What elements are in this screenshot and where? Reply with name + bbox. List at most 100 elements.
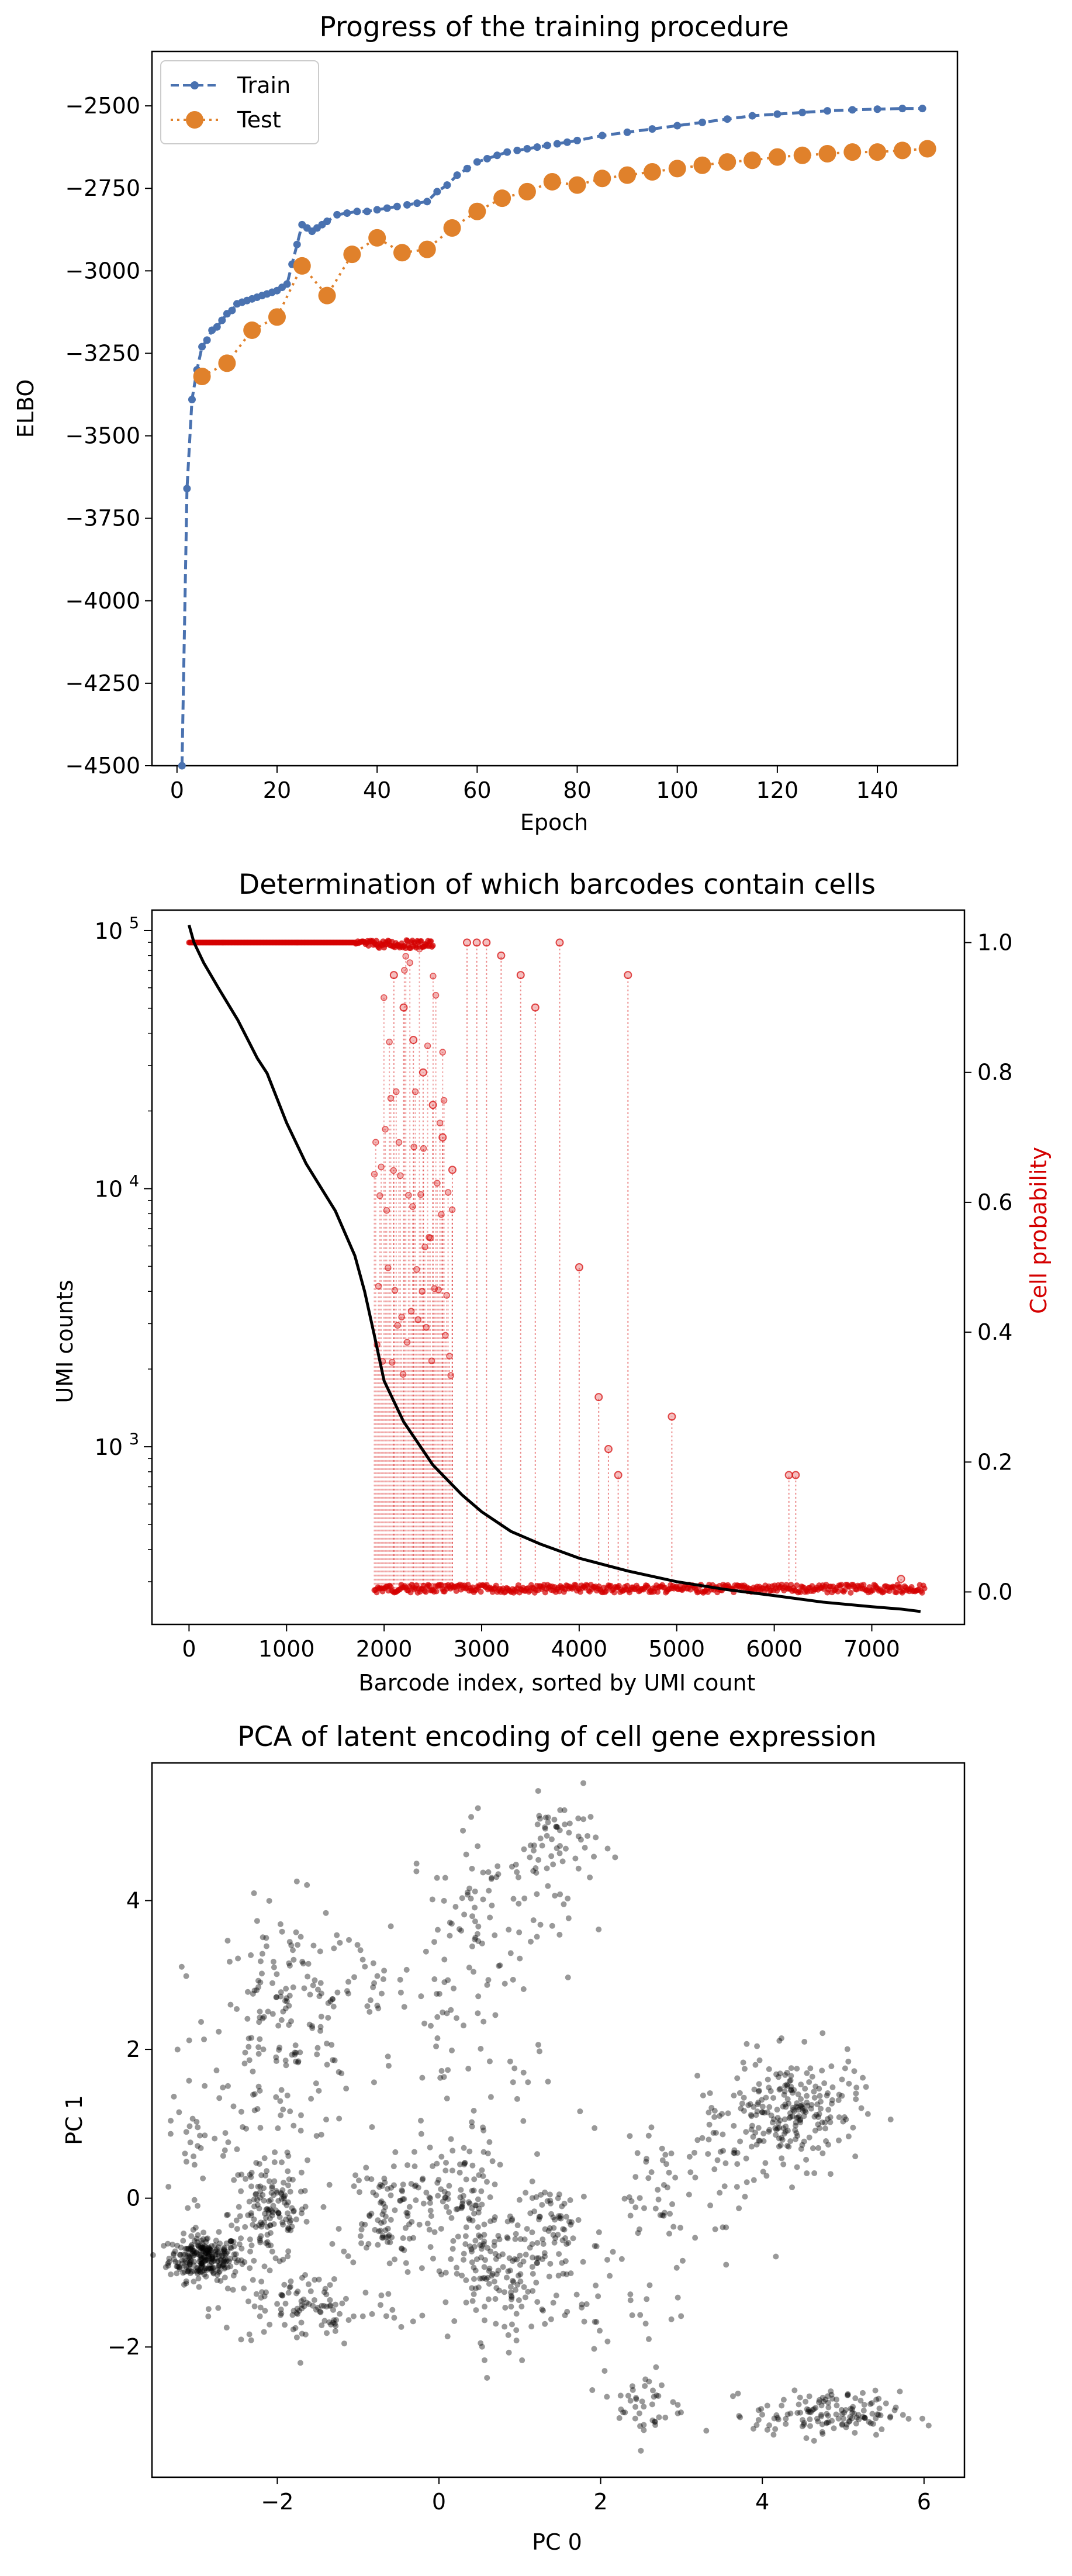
scatter-point bbox=[731, 2093, 737, 2099]
scatter-point bbox=[209, 2254, 216, 2260]
scatter-point bbox=[381, 1968, 388, 1974]
scatter-point bbox=[527, 1842, 534, 1849]
scatter-point bbox=[678, 2313, 684, 2319]
scatter-point bbox=[253, 2191, 260, 2197]
train-point bbox=[453, 171, 461, 179]
scatter-point bbox=[244, 1989, 251, 1995]
scatter-point bbox=[257, 2237, 263, 2243]
scatter-point bbox=[285, 2290, 292, 2296]
scatter-point bbox=[400, 2235, 406, 2241]
scatter-point bbox=[507, 2058, 513, 2065]
train-line bbox=[180, 107, 923, 766]
probability-low-point bbox=[797, 1589, 804, 1595]
scatter-point bbox=[493, 2256, 499, 2262]
test-point bbox=[368, 229, 386, 247]
test-point bbox=[618, 166, 637, 184]
scatter-point bbox=[205, 2265, 212, 2271]
scatter-point bbox=[460, 2257, 466, 2263]
scatter-point bbox=[852, 2395, 859, 2401]
scatter-point bbox=[562, 2312, 568, 2319]
scatter-point bbox=[411, 2183, 418, 2190]
scatter-point bbox=[578, 1837, 584, 1843]
scatter-point bbox=[544, 1865, 550, 1872]
scatter-point bbox=[627, 2398, 634, 2404]
scatter-point bbox=[776, 2143, 782, 2150]
scatter-point bbox=[268, 2242, 274, 2249]
scatter-point bbox=[475, 2210, 482, 2216]
scatter-point bbox=[198, 2260, 205, 2267]
x-tick-label: 20 bbox=[263, 777, 291, 803]
scatter-point bbox=[178, 2244, 184, 2250]
scatter-point bbox=[492, 1932, 498, 1938]
scatter-point bbox=[815, 2399, 822, 2405]
scatter-point bbox=[227, 2001, 234, 2008]
scatter-point bbox=[853, 2090, 859, 2097]
scatter-point bbox=[194, 2264, 200, 2271]
scatter-point bbox=[535, 1856, 542, 1863]
scatter-point bbox=[298, 2128, 304, 2134]
scatter-point bbox=[507, 2213, 513, 2219]
scatter-point bbox=[271, 1964, 277, 1970]
probability-low-point bbox=[611, 1589, 617, 1596]
scatter-point bbox=[306, 2021, 313, 2028]
scatter-point bbox=[601, 2368, 608, 2374]
scatter-point bbox=[530, 2255, 536, 2261]
scatter-point bbox=[532, 1865, 539, 1871]
scatter-point bbox=[755, 2099, 762, 2105]
scatter-point bbox=[413, 2197, 419, 2204]
scatter-point bbox=[666, 2169, 672, 2176]
probability-point bbox=[442, 1332, 449, 1339]
scatter-point bbox=[867, 2401, 874, 2407]
scatter-point bbox=[705, 2150, 711, 2157]
scatter-point bbox=[802, 2107, 808, 2114]
scatter-point bbox=[473, 2307, 479, 2314]
scatter-point bbox=[257, 2304, 264, 2311]
probability-point bbox=[440, 1097, 448, 1104]
scatter-point bbox=[461, 2160, 468, 2166]
scatter-point bbox=[215, 2249, 222, 2256]
scatter-point bbox=[289, 2052, 295, 2058]
scatter-point bbox=[283, 1986, 289, 1992]
scatter-point bbox=[786, 2100, 792, 2107]
scatter-point bbox=[560, 2270, 566, 2277]
scatter-point bbox=[182, 2252, 189, 2258]
scatter-point bbox=[381, 2176, 388, 2182]
scatter-point bbox=[218, 2253, 224, 2260]
scatter-point bbox=[317, 1948, 323, 1955]
scatter-point bbox=[475, 1938, 482, 1944]
x-tick-label: 2000 bbox=[356, 1636, 413, 1662]
scatter-point bbox=[316, 1993, 323, 2000]
scatter-point bbox=[843, 2421, 850, 2428]
scatter-point bbox=[288, 2278, 294, 2284]
scatter-point bbox=[481, 2357, 487, 2363]
scatter-point bbox=[189, 2269, 195, 2275]
scatter-point bbox=[387, 2239, 393, 2246]
scatter-point bbox=[509, 2217, 515, 2224]
scatter-point bbox=[362, 1963, 368, 1970]
y-right-tick-label: 0.4 bbox=[977, 1319, 1012, 1345]
scatter-point bbox=[430, 2255, 436, 2262]
scatter-point bbox=[380, 2201, 386, 2207]
scatter-point bbox=[189, 2250, 196, 2257]
scatter-point bbox=[642, 2376, 649, 2383]
scatter-point bbox=[833, 2411, 839, 2418]
scatter-point bbox=[513, 2231, 519, 2237]
scatter-point bbox=[446, 2209, 452, 2215]
scatter-point bbox=[367, 1997, 374, 2004]
scatter-point bbox=[369, 2311, 375, 2317]
scatter-point bbox=[166, 2259, 172, 2265]
scatter-point bbox=[492, 2012, 499, 2018]
scatter-point bbox=[311, 2297, 317, 2303]
scatter-point bbox=[398, 2245, 404, 2252]
scatter-point bbox=[848, 2405, 854, 2412]
scatter-point bbox=[784, 2096, 791, 2103]
scatter-point bbox=[845, 2133, 852, 2139]
scatter-point bbox=[283, 2217, 289, 2223]
scatter-point bbox=[515, 2273, 521, 2279]
scatter-point bbox=[427, 2200, 433, 2206]
scatter-point bbox=[553, 1823, 559, 1830]
scatter-point bbox=[841, 2415, 847, 2422]
scatter-point bbox=[441, 2074, 447, 2080]
scatter-point bbox=[556, 1850, 563, 1856]
scatter-point bbox=[212, 2252, 219, 2258]
